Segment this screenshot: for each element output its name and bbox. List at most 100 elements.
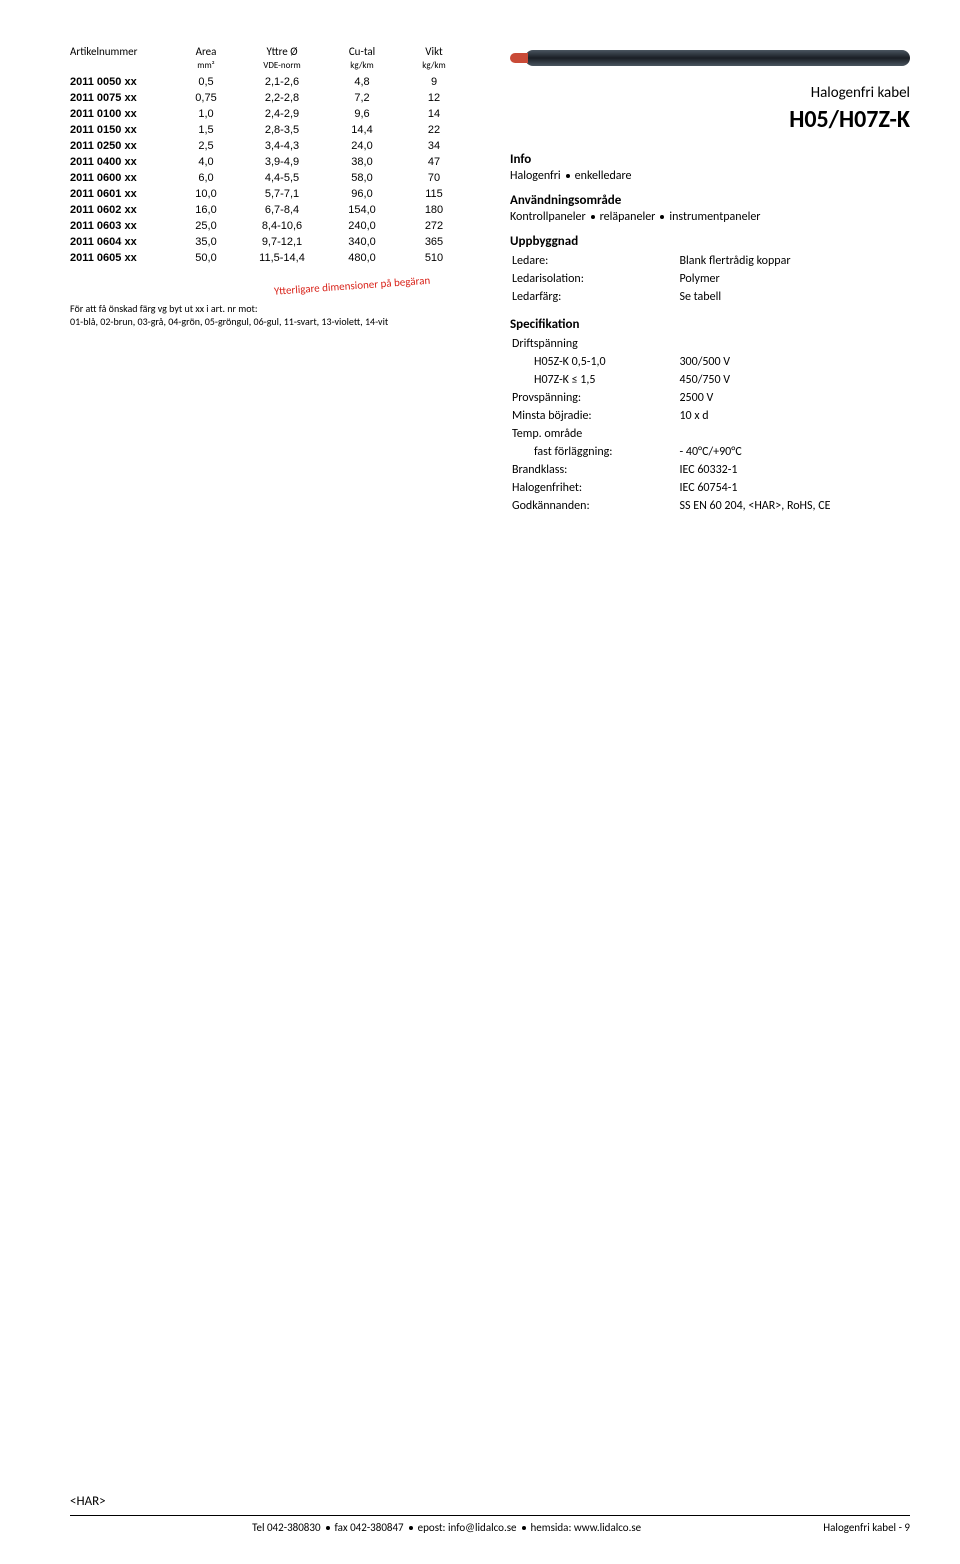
th-vikt: Vikt (425, 45, 442, 58)
table-cell: 3,9-4,9 (238, 154, 326, 170)
table-cell: 7,2 (326, 90, 398, 106)
table-cell: 0,75 (174, 90, 238, 106)
table-cell: 38,0 (326, 154, 398, 170)
bullet-icon (591, 215, 595, 219)
table-cell: 14 (398, 106, 470, 122)
bullet-icon (326, 1526, 330, 1530)
table-row: 2011 0601 xx10,05,7-7,196,0115 (70, 186, 470, 202)
footer-pageref: Halogenfri kabel - 9 (823, 1521, 910, 1534)
kv-key: Ledarisolation: (512, 271, 677, 287)
th-yttre: Yttre Ø (266, 45, 297, 58)
footer-tel: Tel 042-380830 (252, 1521, 320, 1534)
table-row: 2011 0602 xx16,06,7-8,4154,0180 (70, 202, 470, 218)
th-vikt-sub: kg/km (422, 60, 445, 71)
table-cell: 34 (398, 138, 470, 154)
table-cell: 340,0 (326, 234, 398, 250)
kv-value: SS EN 60 204, <HAR>, RoHS, CE (679, 498, 908, 514)
table-cell: 115 (398, 186, 470, 202)
spec-heading: Specifikation (510, 317, 910, 332)
kv-value: IEC 60332-1 (679, 462, 908, 478)
kv-key: Driftspänning (512, 336, 677, 352)
kv-value: IEC 60754-1 (679, 480, 908, 496)
article-table: Artikelnummer Areamm² Yttre ØVDE-norm Cu… (70, 45, 470, 266)
kv-value: Polymer (679, 271, 908, 287)
table-cell: 2011 0100 xx (70, 106, 174, 122)
left-column: Artikelnummer Areamm² Yttre ØVDE-norm Cu… (70, 45, 470, 516)
use-b: reläpaneler (600, 210, 656, 224)
table-cell: 272 (398, 218, 470, 234)
table-row: 2011 0605 xx50,011,5-14,4480,0510 (70, 250, 470, 266)
use-body: Kontrollpanelerreläpanelerinstrumentpane… (510, 210, 910, 224)
build-table: Ledare:Blank flertrådig kopparLedarisola… (510, 251, 910, 307)
table-row: 2011 0604 xx35,09,7-12,1340,0365 (70, 234, 470, 250)
page-footer: <HAR> Tel 042-380830fax 042-380847epost:… (70, 1494, 910, 1534)
table-cell: 2,5 (174, 138, 238, 154)
table-cell: 240,0 (326, 218, 398, 234)
table-cell: 12 (398, 90, 470, 106)
table-cell: 2011 0602 xx (70, 202, 174, 218)
table-cell: 2011 0075 xx (70, 90, 174, 106)
kv-row: Brandklass:IEC 60332-1 (512, 462, 908, 478)
table-cell: 4,8 (326, 74, 398, 90)
cable-illustration (510, 50, 910, 66)
kv-key: Godkännanden: (512, 498, 677, 514)
kv-key: H05Z-K 0,5-1,0 (512, 354, 677, 370)
footer-web: hemsida: www.lidalco.se (531, 1521, 642, 1534)
product-subtitle: Halogenfri kabel (510, 84, 910, 102)
table-cell: 14,4 (326, 122, 398, 138)
info-body: Halogenfrienkelledare (510, 169, 910, 183)
product-title: H05/H07Z-K (510, 105, 910, 134)
table-cell: 6,7-8,4 (238, 202, 326, 218)
har-mark: <HAR> (70, 1494, 910, 1509)
table-cell: 8,4-10,6 (238, 218, 326, 234)
kv-value: 10 x d (679, 408, 908, 424)
th-cutal: Cu-tal (349, 45, 375, 58)
footer-email: epost: info@lidalco.se (418, 1521, 517, 1534)
kv-row: H07Z-K ≤ 1,5450/750 V (512, 372, 908, 388)
table-cell: 22 (398, 122, 470, 138)
page-content: Artikelnummer Areamm² Yttre ØVDE-norm Cu… (70, 45, 910, 516)
kv-row: Provspänning:2500 V (512, 390, 908, 406)
kv-key: Ledarfärg: (512, 289, 677, 305)
kv-row: Ledare:Blank flertrådig koppar (512, 253, 908, 269)
kv-row: Halogenfrihet:IEC 60754-1 (512, 480, 908, 496)
kv-key: Minsta böjradie: (512, 408, 677, 424)
kv-value: Blank flertrådig koppar (679, 253, 908, 269)
table-cell: 2,2-2,8 (238, 90, 326, 106)
kv-row: Minsta böjradie:10 x d (512, 408, 908, 424)
kv-key: Provspänning: (512, 390, 677, 406)
table-cell: 6,0 (174, 170, 238, 186)
table-cell: 180 (398, 202, 470, 218)
table-cell: 25,0 (174, 218, 238, 234)
table-row: 2011 0100 xx1,02,4-2,99,614 (70, 106, 470, 122)
table-cell: 10,0 (174, 186, 238, 202)
table-cell: 50,0 (174, 250, 238, 266)
th-cutal-sub: kg/km (350, 60, 373, 71)
table-cell: 9 (398, 74, 470, 90)
table-cell: 0,5 (174, 74, 238, 90)
table-cell: 1,5 (174, 122, 238, 138)
table-cell: 24,0 (326, 138, 398, 154)
use-c: instrumentpaneler (669, 210, 760, 224)
table-cell: 1,0 (174, 106, 238, 122)
kv-key: Ledare: (512, 253, 677, 269)
table-cell: 2011 0600 xx (70, 170, 174, 186)
footer-contact: Tel 042-380830fax 042-380847epost: info@… (70, 1521, 823, 1534)
table-cell: 2011 0050 xx (70, 74, 174, 90)
build-heading: Uppbyggnad (510, 234, 910, 249)
kv-value: 300/500 V (679, 354, 908, 370)
kv-key: Brandklass: (512, 462, 677, 478)
table-cell: 9,7-12,1 (238, 234, 326, 250)
table-cell: 154,0 (326, 202, 398, 218)
color-note-line2: 01-blå, 02-brun, 03-grå, 04-grön, 05-grö… (70, 315, 388, 328)
info-heading: Info (510, 152, 910, 167)
table-cell: 2011 0250 xx (70, 138, 174, 154)
use-heading: Användningsområde (510, 193, 910, 208)
table-cell: 9,6 (326, 106, 398, 122)
table-cell: 2011 0604 xx (70, 234, 174, 250)
kv-value: 2500 V (679, 390, 908, 406)
th-artikelnummer: Artikelnummer (70, 45, 137, 58)
table-cell: 365 (398, 234, 470, 250)
info-b: enkelledare (575, 169, 632, 183)
kv-value (679, 426, 908, 442)
